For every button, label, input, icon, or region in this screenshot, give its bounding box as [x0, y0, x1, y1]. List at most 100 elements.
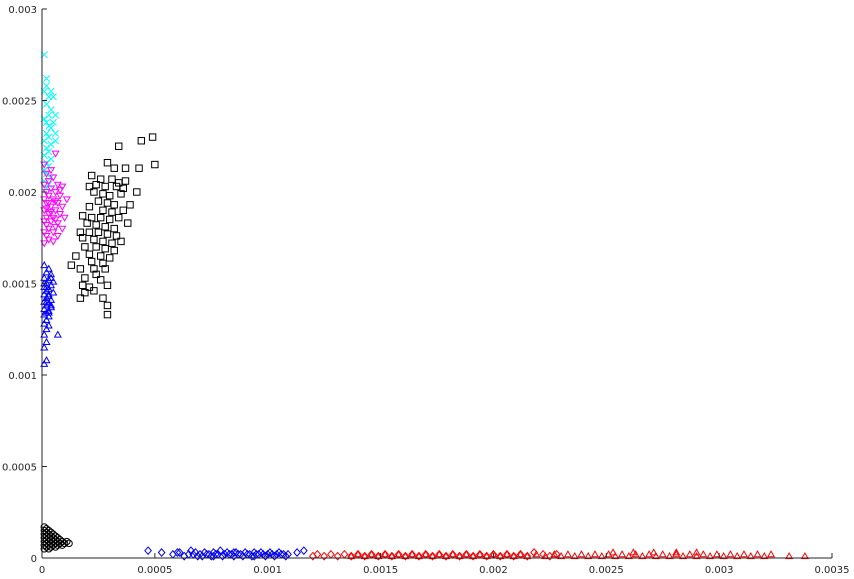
- triangle-down-point: [61, 215, 67, 221]
- x-tick-label: 0.001: [253, 565, 282, 576]
- y-tick-label: 0.0005: [2, 463, 37, 474]
- x-point: [46, 112, 52, 118]
- square-point: [111, 247, 117, 253]
- square-point: [95, 198, 101, 204]
- series-3-square: [68, 134, 158, 318]
- square-point: [104, 160, 110, 166]
- triangle-up-point: [619, 551, 625, 557]
- square-point: [82, 275, 88, 281]
- square-point: [109, 209, 115, 215]
- square-point: [91, 236, 97, 242]
- square-point: [111, 165, 117, 171]
- square-point: [104, 282, 110, 288]
- square-point: [122, 178, 128, 184]
- diamond-point: [334, 552, 340, 559]
- square-point: [125, 220, 131, 226]
- triangle-up-point: [578, 551, 584, 557]
- x-point: [46, 123, 52, 129]
- square-point: [79, 213, 85, 219]
- square-point: [100, 191, 106, 197]
- x-point: [50, 94, 56, 100]
- triangle-down-point: [52, 151, 58, 157]
- series-2-triangle-up: [41, 262, 61, 366]
- triangle-up-point: [700, 551, 706, 557]
- square-point: [104, 200, 110, 206]
- square-point: [127, 202, 133, 208]
- square-point: [102, 246, 108, 252]
- x-point: [52, 112, 58, 118]
- axes: [42, 9, 832, 558]
- y-tick-label: 0.003: [8, 5, 37, 16]
- x-point: [46, 149, 52, 155]
- square-point: [111, 225, 117, 231]
- x-point: [43, 145, 49, 151]
- square-point: [88, 258, 94, 264]
- square-point: [100, 238, 106, 244]
- triangle-down-point: [55, 234, 61, 240]
- x-point: [43, 83, 49, 89]
- triangle-up-point: [55, 332, 61, 338]
- x-tick-label: 0.002: [479, 565, 508, 576]
- square-point: [104, 311, 110, 317]
- y-tick-label: 0.0015: [2, 280, 37, 291]
- square-point: [109, 240, 115, 246]
- square-point: [104, 302, 110, 308]
- x-point: [52, 130, 58, 136]
- square-point: [120, 207, 126, 213]
- square-point: [102, 224, 108, 230]
- square-point: [111, 202, 117, 208]
- triangle-down-point: [59, 204, 65, 210]
- x-point: [43, 119, 49, 125]
- x-tick-label: 0.0035: [815, 565, 850, 576]
- square-point: [134, 189, 140, 195]
- x-point: [48, 88, 54, 94]
- square-point: [100, 207, 106, 213]
- x-tick-label: 0: [39, 565, 45, 576]
- square-point: [104, 231, 110, 237]
- series-4-circle: [41, 524, 72, 552]
- y-tick-label: 0.002: [8, 188, 37, 199]
- square-point: [100, 295, 106, 301]
- triangle-up-point: [741, 551, 747, 557]
- square-point: [86, 229, 92, 235]
- x-point: [48, 106, 54, 112]
- triangle-up-point: [687, 551, 693, 557]
- triangle-down-point: [64, 197, 70, 203]
- square-point: [93, 244, 99, 250]
- square-point: [116, 143, 122, 149]
- diamond-point: [321, 552, 327, 559]
- triangle-down-point: [50, 239, 56, 245]
- square-point: [116, 214, 122, 220]
- triangle-up-point: [660, 551, 666, 557]
- triangle-up-point: [592, 551, 598, 557]
- diamond-point: [341, 551, 347, 558]
- square-point: [152, 161, 158, 167]
- square-point: [86, 203, 92, 209]
- square-point: [79, 282, 85, 288]
- square-point: [82, 244, 88, 250]
- square-point: [122, 165, 128, 171]
- y-tick-label: 0.0025: [2, 97, 37, 108]
- x-point: [43, 130, 49, 136]
- square-point: [88, 172, 94, 178]
- square-point: [109, 176, 115, 182]
- square-point: [107, 255, 113, 261]
- plot-area: [41, 52, 808, 560]
- y-tick-label: 0: [31, 554, 37, 565]
- square-point: [68, 262, 74, 268]
- x-tick-label: 0.0015: [363, 565, 398, 576]
- x-point: [52, 138, 58, 144]
- x-tick-label: 0.0025: [589, 565, 624, 576]
- diamond-point: [301, 547, 307, 554]
- series-1-triangle-down: [41, 151, 70, 246]
- x-tick-label: 0.003: [705, 565, 734, 576]
- triangle-down-point: [59, 226, 65, 232]
- square-point: [149, 134, 155, 140]
- x-tick-label: 0.0005: [137, 565, 172, 576]
- square-point: [95, 229, 101, 235]
- square-point: [73, 253, 79, 259]
- x-point: [43, 75, 49, 81]
- triangle-up-point: [565, 551, 571, 557]
- x-point: [43, 101, 49, 107]
